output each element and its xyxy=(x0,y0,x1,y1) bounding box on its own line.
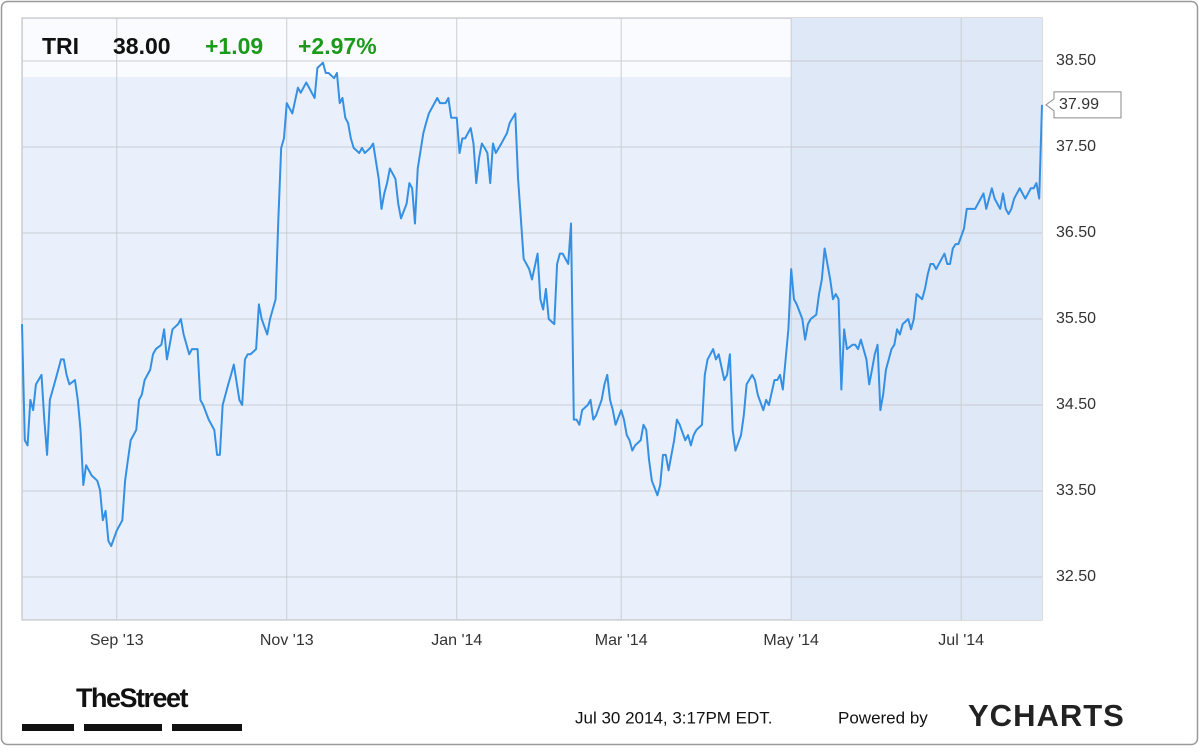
x-tick-label: May '14 xyxy=(763,632,819,649)
y-tick-label: 32.50 xyxy=(1056,568,1096,585)
x-tick-label: Nov '13 xyxy=(260,632,314,649)
last-value-label: 37.99 xyxy=(1059,96,1099,113)
quote-header: TRI 38.00 +1.09 +2.97% xyxy=(42,33,377,59)
price: 38.00 xyxy=(113,33,171,59)
x-tick-label: Sep '13 xyxy=(90,632,144,649)
y-tick-label: 35.50 xyxy=(1056,310,1096,327)
footer: TheStreet Jul 30 2014, 3:17PM EDT. Power… xyxy=(22,683,1125,733)
y-tick-label: 38.50 xyxy=(1056,52,1096,69)
grid xyxy=(22,18,1042,620)
x-tick-label: Jan '14 xyxy=(431,632,482,649)
logo-bar xyxy=(22,724,74,731)
price-line xyxy=(21,61,1043,548)
timestamp: Jul 30 2014, 3:17PM EDT. xyxy=(575,708,773,727)
ticker: TRI xyxy=(42,33,79,59)
y-tick-label: 37.50 xyxy=(1056,138,1096,155)
y-tick-label: 36.50 xyxy=(1056,224,1096,241)
logo-bar xyxy=(84,724,162,731)
x-tick-label: Jul '14 xyxy=(938,632,984,649)
x-tick-label: Mar '14 xyxy=(595,632,648,649)
change-percent: +2.97% xyxy=(298,33,377,59)
powered-by: Powered by xyxy=(838,708,928,727)
change: +1.09 xyxy=(205,33,263,59)
y-tick-label: 34.50 xyxy=(1056,396,1096,413)
header-band xyxy=(23,19,792,77)
logo-bar xyxy=(172,724,242,731)
y-tick-label: 33.50 xyxy=(1056,482,1096,499)
brand: YCHARTS xyxy=(968,698,1125,733)
series xyxy=(21,61,1043,548)
last-value-box xyxy=(1045,91,1122,119)
source-logo: TheStreet xyxy=(76,683,189,713)
axes: 32.50 33.50 34.50 35.50 36.50 37.50 38.50 Sep '… xyxy=(90,52,1122,649)
